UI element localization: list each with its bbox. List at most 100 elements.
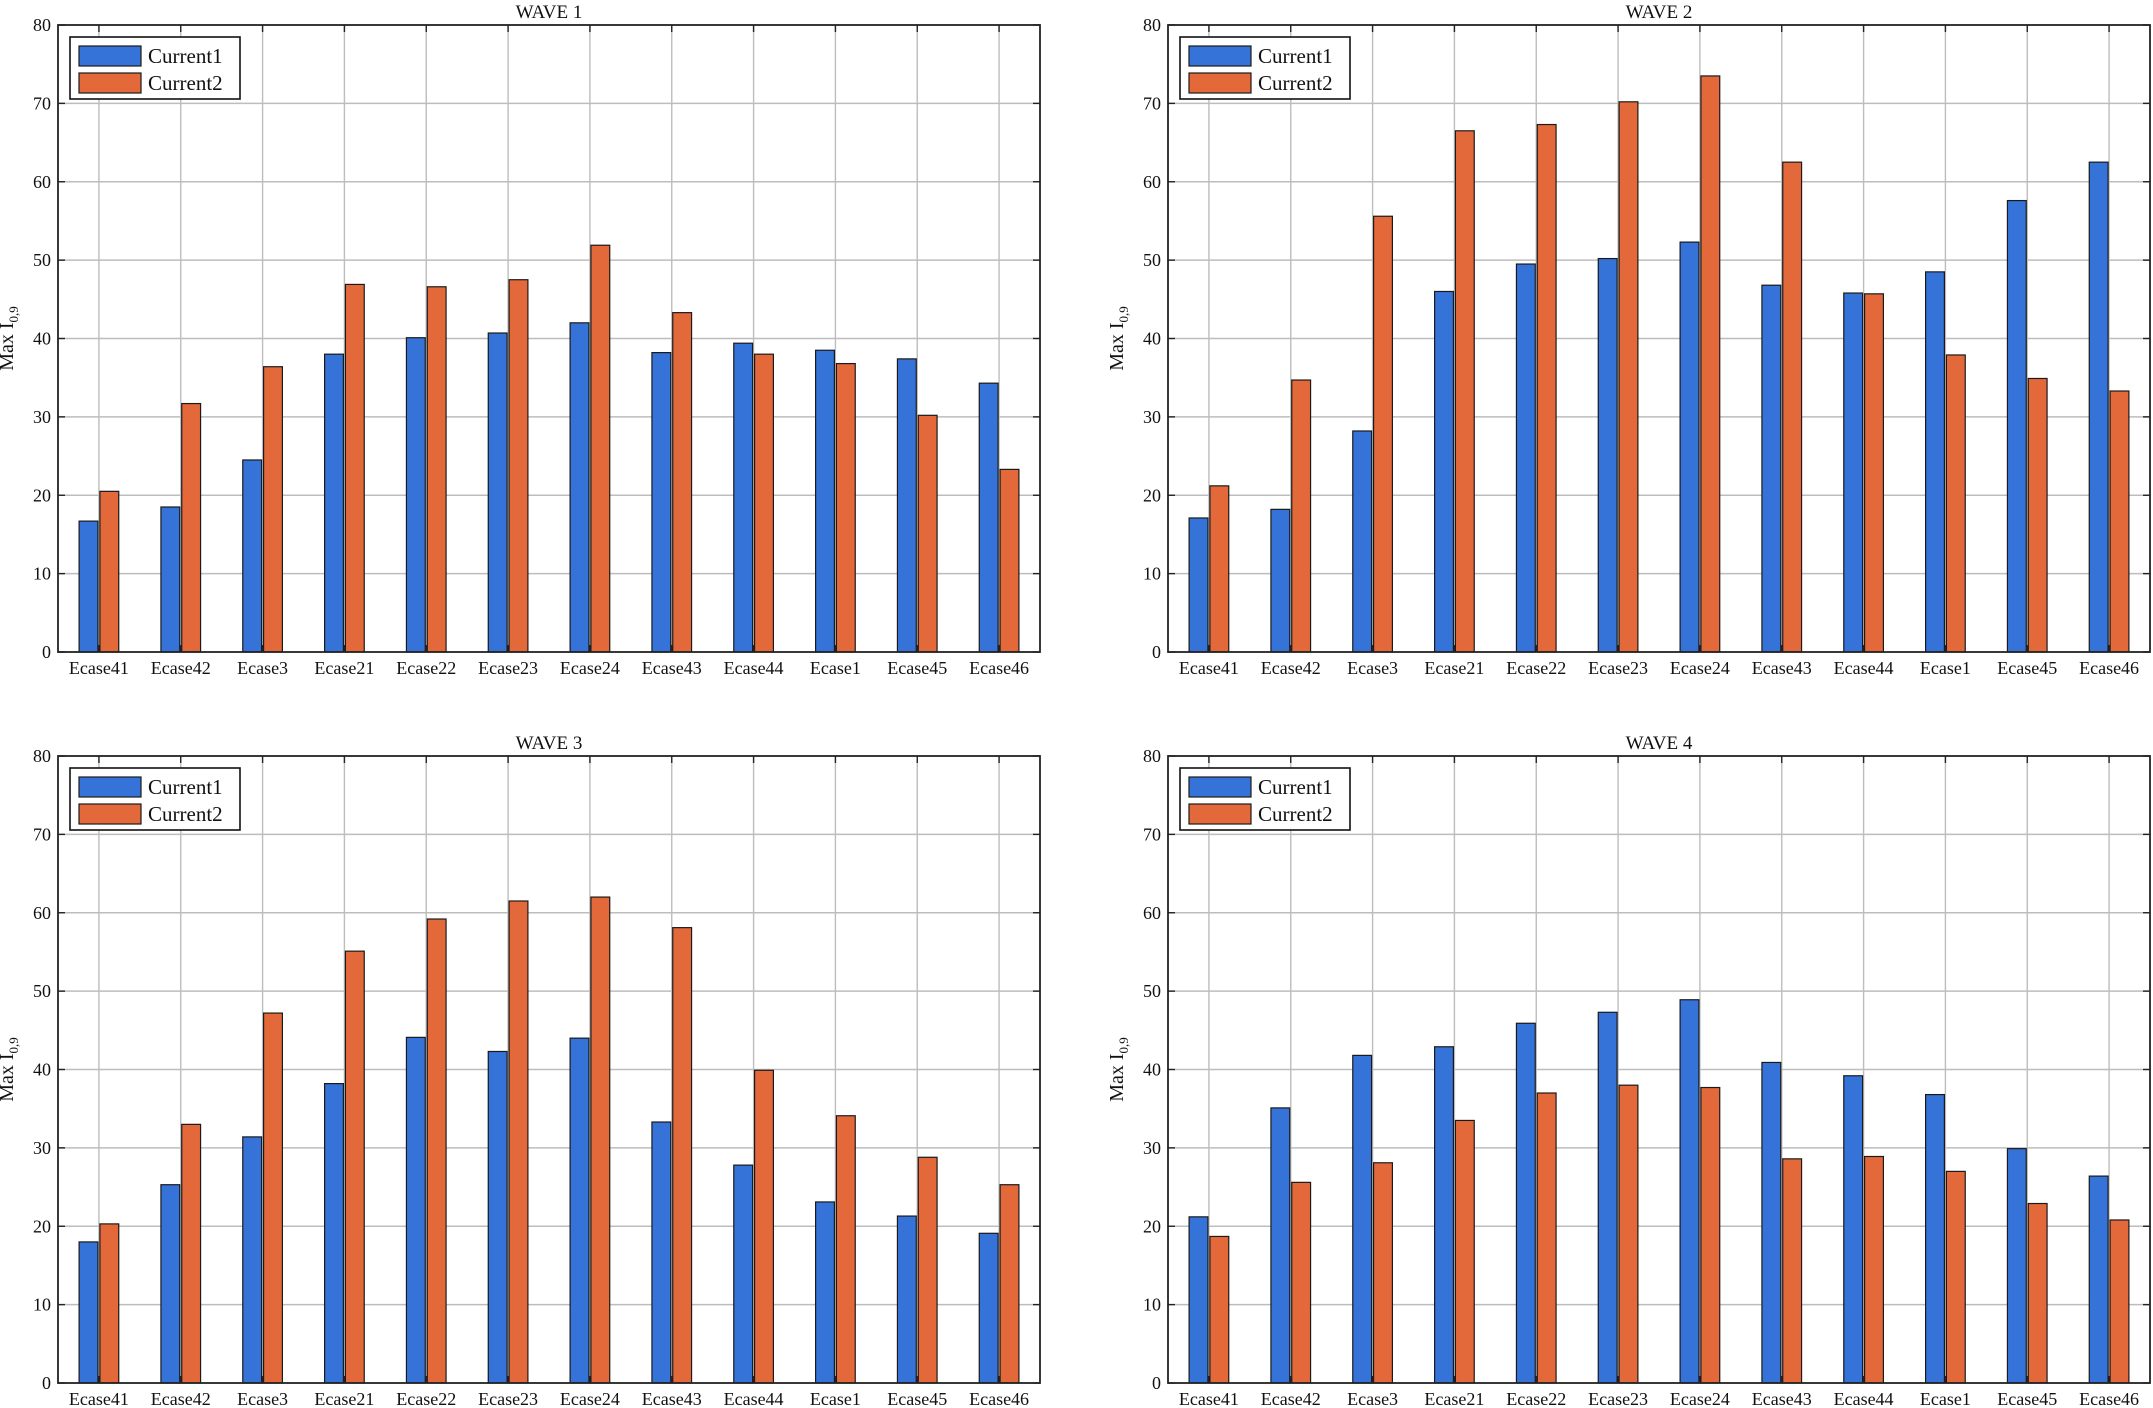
y-tick-label: 0 [42, 1373, 51, 1393]
legend-swatch-current1 [78, 776, 142, 798]
x-tick-label: Ecase22 [396, 1389, 456, 1408]
y-tick-label: 30 [1143, 1138, 1161, 1158]
x-tick-label: Ecase43 [642, 658, 702, 678]
y-tick-label: 30 [33, 1138, 51, 1158]
x-tick-label: Ecase24 [1670, 658, 1730, 678]
y-tick-label: 40 [1143, 329, 1161, 349]
bar-current1-ecase46 [978, 382, 999, 653]
legend-label-current1: Current1 [148, 44, 223, 68]
bar-current2-ecase44 [1863, 293, 1885, 653]
bar-current1-ecase21 [1433, 1046, 1455, 1384]
x-tick-label: Ecase42 [1261, 1389, 1321, 1408]
x-tick-label: Ecase24 [560, 1389, 620, 1408]
bar-current2-ecase23 [1618, 1084, 1639, 1384]
bar-current2-ecase42 [181, 402, 202, 653]
legend-swatch-current1 [1188, 776, 1252, 798]
y-tick-label: 40 [33, 329, 51, 349]
legend-swatch-current2 [1188, 803, 1252, 825]
x-tick-label: Ecase3 [237, 1389, 288, 1408]
x-tick-label: Ecase46 [969, 1389, 1029, 1408]
legend-label-current2: Current2 [148, 71, 223, 95]
bar-current2-ecase22 [426, 286, 447, 653]
bar-current2-ecase41 [99, 1223, 120, 1384]
y-tick-label: 60 [33, 172, 51, 192]
x-tick-label: Ecase23 [1588, 1389, 1648, 1408]
x-tick-label: Ecase45 [1997, 658, 2057, 678]
bar-current2-ecase44 [753, 353, 775, 653]
x-tick-label: Ecase1 [1920, 658, 1971, 678]
legend-label-current1: Current1 [1258, 775, 1333, 799]
bar-current1-ecase46 [2088, 1175, 2109, 1384]
x-tick-label: Ecase22 [396, 658, 456, 678]
y-tick-label: 70 [1143, 824, 1161, 844]
y-tick-label: 30 [1143, 407, 1161, 427]
bar-current1-ecase24 [569, 322, 590, 653]
y-tick-label: 0 [1152, 642, 1161, 662]
x-tick-label: Ecase42 [1261, 658, 1321, 678]
bar-current2-ecase46 [999, 1184, 1020, 1384]
x-tick-label: Ecase21 [1424, 658, 1484, 678]
x-tick-label: Ecase22 [1506, 658, 1566, 678]
y-axis-label: Max I0,9 [0, 1037, 21, 1102]
x-tick-label: Ecase44 [724, 658, 784, 678]
y-tick-label: 10 [33, 1295, 51, 1315]
x-tick-label: Ecase21 [314, 658, 374, 678]
bar-current2-ecase1 [1945, 354, 1966, 653]
x-tick-label: Ecase42 [151, 658, 211, 678]
legend-swatch-current2 [78, 803, 142, 825]
legend-swatch-current1 [1188, 45, 1252, 67]
bar-current1-ecase24 [1679, 999, 1700, 1384]
y-tick-label: 70 [33, 824, 51, 844]
legend-swatch-current1 [78, 45, 142, 67]
y-tick-label: 80 [1143, 746, 1161, 766]
bar-current2-ecase3 [1372, 1162, 1394, 1384]
bar-current2-ecase23 [508, 900, 529, 1384]
bar-current2-ecase22 [1536, 123, 1557, 653]
bar-current1-ecase42 [1270, 508, 1291, 653]
bar-current1-ecase42 [160, 506, 181, 653]
y-tick-label: 60 [1143, 172, 1161, 192]
bar-current2-ecase43 [1782, 161, 1803, 653]
bar-current2-ecase22 [1536, 1092, 1557, 1384]
bar-current1-ecase1 [1924, 1093, 1946, 1384]
chart-title: WAVE 4 [1626, 733, 1693, 754]
x-tick-label: Ecase21 [1424, 1389, 1484, 1408]
bar-current2-ecase45 [2027, 1202, 2048, 1384]
y-tick-label: 40 [33, 1060, 51, 1080]
chart-panel-3: 0 10 20 30 40 50 60 70 80 Ecase41 Ecase42 Ecase3 Eca… [0, 733, 1041, 1408]
bar-current1-ecase45 [896, 358, 917, 653]
bar-current2-ecase1 [835, 362, 856, 653]
y-tick-label: 20 [1143, 1216, 1161, 1236]
bar-current2-ecase24 [590, 896, 611, 1384]
legend-label-current1: Current1 [148, 775, 223, 799]
x-tick-label: Ecase44 [1834, 1389, 1894, 1408]
bar-current1-ecase23 [1597, 257, 1618, 653]
bar-current2-ecase46 [2109, 1219, 2130, 1384]
y-tick-label: 0 [1152, 1373, 1161, 1393]
bar-current1-ecase23 [487, 332, 508, 653]
bar-current1-ecase45 [2006, 199, 2027, 653]
chart-title: WAVE 1 [516, 2, 583, 23]
bar-current1-ecase22 [1515, 1022, 1536, 1384]
bar-current2-ecase42 [1291, 379, 1312, 653]
bar-current1-ecase3 [1352, 430, 1373, 653]
bar-current1-ecase22 [1515, 263, 1536, 653]
y-tick-label: 70 [1143, 93, 1161, 113]
bar-current1-ecase46 [978, 1232, 999, 1384]
x-tick-label: Ecase44 [724, 1389, 784, 1408]
x-tick-label: Ecase1 [810, 658, 861, 678]
x-tick-label: Ecase3 [1347, 658, 1398, 678]
legend-label-current1: Current1 [1258, 44, 1333, 68]
bar-current1-ecase23 [487, 1050, 508, 1384]
bar-current2-ecase43 [672, 312, 693, 653]
bar-current1-ecase43 [651, 352, 672, 653]
x-tick-label: Ecase41 [1179, 1389, 1239, 1408]
x-tick-label: Ecase45 [887, 658, 947, 678]
x-tick-label: Ecase41 [69, 658, 129, 678]
x-tick-label: Ecase41 [1179, 658, 1239, 678]
bar-current1-ecase21 [323, 353, 345, 653]
bar-current1-ecase1 [1924, 271, 1946, 653]
x-tick-label: Ecase23 [478, 1389, 538, 1408]
bar-current2-ecase3 [262, 1012, 284, 1384]
